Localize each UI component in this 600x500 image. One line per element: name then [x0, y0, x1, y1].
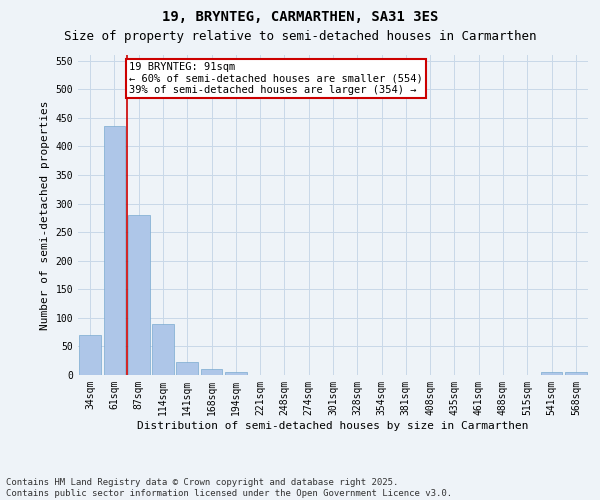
- Bar: [79, 335, 101, 375]
- Bar: [225, 372, 247, 375]
- X-axis label: Distribution of semi-detached houses by size in Carmarthen: Distribution of semi-detached houses by …: [137, 420, 529, 430]
- Bar: [565, 372, 587, 375]
- Bar: [152, 324, 174, 375]
- Text: Size of property relative to semi-detached houses in Carmarthen: Size of property relative to semi-detach…: [64, 30, 536, 43]
- Text: 19 BRYNTEG: 91sqm
← 60% of semi-detached houses are smaller (554)
39% of semi-de: 19 BRYNTEG: 91sqm ← 60% of semi-detached…: [129, 62, 423, 95]
- Bar: [541, 372, 562, 375]
- Text: 19, BRYNTEG, CARMARTHEN, SA31 3ES: 19, BRYNTEG, CARMARTHEN, SA31 3ES: [162, 10, 438, 24]
- Bar: [200, 370, 223, 375]
- Bar: [176, 362, 198, 375]
- Bar: [128, 215, 149, 375]
- Y-axis label: Number of semi-detached properties: Number of semi-detached properties: [40, 100, 50, 330]
- Text: Contains HM Land Registry data © Crown copyright and database right 2025.
Contai: Contains HM Land Registry data © Crown c…: [6, 478, 452, 498]
- Bar: [104, 126, 125, 375]
